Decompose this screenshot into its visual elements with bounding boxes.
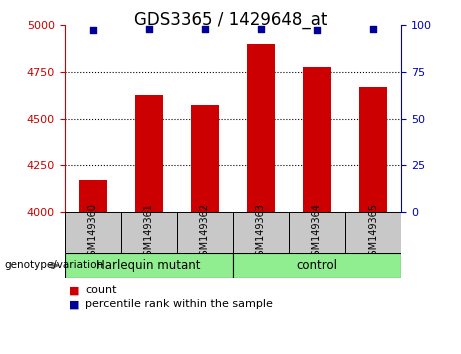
Bar: [289, 212, 345, 253]
Text: ■: ■: [69, 285, 80, 295]
Text: GSM149364: GSM149364: [312, 203, 322, 262]
Bar: [191, 105, 219, 212]
Bar: [345, 212, 401, 253]
Text: GSM149362: GSM149362: [200, 203, 210, 262]
Bar: [121, 212, 177, 253]
Point: [89, 28, 96, 33]
Text: GSM149363: GSM149363: [256, 203, 266, 262]
Text: ■: ■: [69, 299, 80, 309]
Point: [257, 26, 265, 32]
Bar: [359, 87, 387, 212]
Text: GDS3365 / 1429648_at: GDS3365 / 1429648_at: [134, 11, 327, 29]
Text: Harlequin mutant: Harlequin mutant: [96, 259, 201, 272]
Bar: [65, 253, 233, 278]
Text: GSM149361: GSM149361: [144, 203, 154, 262]
Bar: [247, 44, 275, 212]
Text: GSM149365: GSM149365: [368, 203, 378, 262]
Point: [201, 26, 208, 32]
Text: percentile rank within the sample: percentile rank within the sample: [85, 299, 273, 309]
Point: [145, 26, 152, 32]
Bar: [177, 212, 233, 253]
Text: genotype/variation: genotype/variation: [5, 261, 104, 270]
Text: GSM149360: GSM149360: [88, 203, 98, 262]
Text: control: control: [296, 259, 337, 272]
Bar: [65, 212, 121, 253]
Bar: [233, 253, 401, 278]
Bar: [303, 67, 331, 212]
Bar: [233, 212, 289, 253]
Point: [313, 28, 321, 33]
Point: [369, 26, 377, 32]
Text: count: count: [85, 285, 117, 295]
Bar: [78, 179, 106, 212]
Bar: [135, 95, 163, 212]
